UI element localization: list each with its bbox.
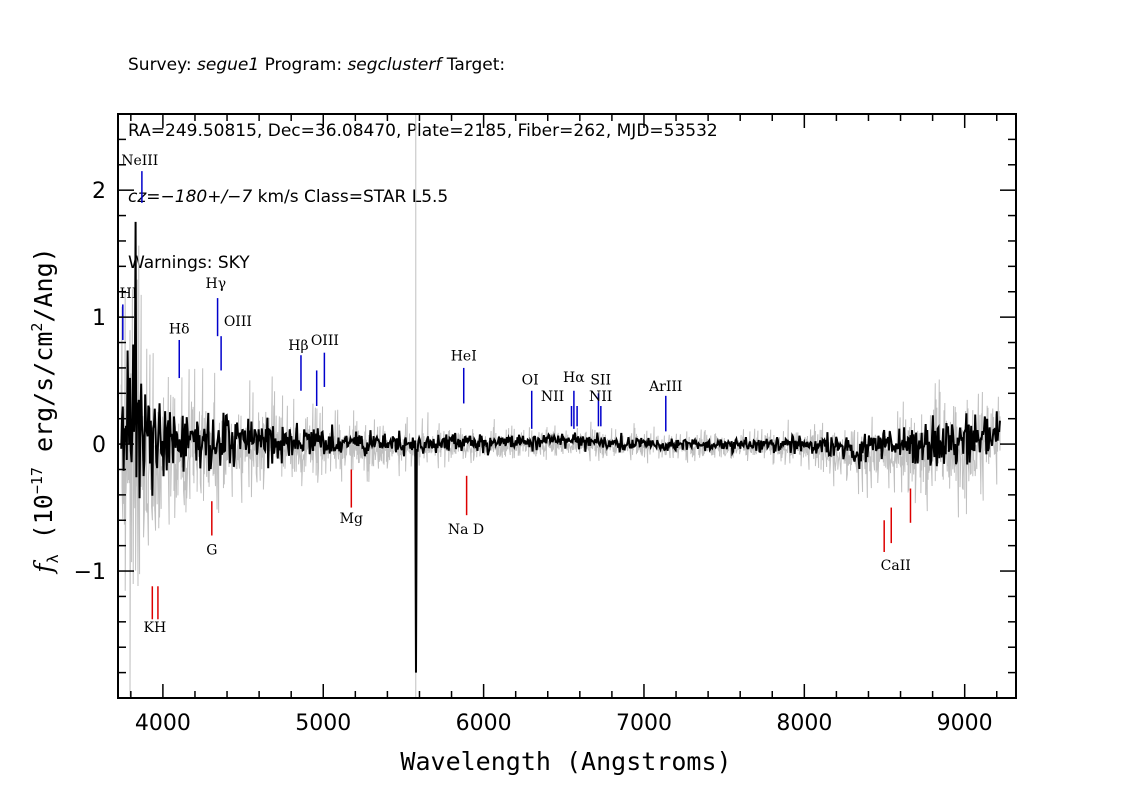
x-tick-label: 6000 <box>456 711 512 736</box>
target-label: Target: <box>441 55 506 75</box>
header-line-coordinates: RA=249.50815, Dec=36.08470, Plate=2185, … <box>128 121 718 141</box>
axis-ticks: 4000 5000 6000 7000 8000 9000 −1 0 1 2 <box>74 113 1016 736</box>
emission-line-label: OIII <box>311 333 339 349</box>
spectrum-header: Survey: segue1 Program: segclusterf Targ… <box>128 10 718 296</box>
x-tick-label: 7000 <box>616 711 672 736</box>
program-label: Program: <box>259 55 348 75</box>
emission-line-label: OIII <box>224 314 252 330</box>
x-tick-label: 9000 <box>937 711 993 736</box>
y-axis-title: fλ (10−17 erg/s/cm2/Ang) <box>28 247 62 574</box>
emission-line-label: OI <box>522 372 539 388</box>
emission-line-label: NII <box>541 389 564 405</box>
emission-line-label: NII <box>589 389 612 405</box>
emission-line-label: HeI <box>451 348 477 364</box>
x-axis-title: Wavelength (Angstroms) <box>400 747 731 776</box>
cz-value: −180+/−7 <box>160 187 253 207</box>
absorption-line-label: G <box>206 543 217 559</box>
header-line-redshift: cz=−180+/−7 km/s Class=STAR L5.5 <box>128 186 718 208</box>
absorption-line-label: KH <box>144 620 167 636</box>
emission-line-label: NeIII <box>121 153 158 169</box>
absorption-line-label: Na D <box>448 522 484 538</box>
cz-rest: km/s Class=STAR L5.5 <box>252 187 449 207</box>
absorption-line-label: CaII <box>881 558 911 574</box>
emission-line-label: ArIII <box>648 379 682 395</box>
header-line-survey: Survey: segue1 Program: segclusterf Targ… <box>128 54 718 76</box>
absorption-line-label: Mg <box>340 511 363 527</box>
y-tick-label: 0 <box>92 433 106 458</box>
cz-label: cz= <box>128 187 161 207</box>
emission-line-label: Hβ <box>288 338 308 354</box>
svg-text:fλ (10−17 erg/s/cm2/Ang): fλ (10−17 erg/s/cm2/Ang) <box>28 247 62 574</box>
y-tick-label: −1 <box>74 560 106 585</box>
program-value: segclusterf <box>347 55 442 75</box>
emission-line-label: Hα <box>563 370 585 386</box>
x-tick-label: 4000 <box>135 711 191 736</box>
flux-series <box>120 221 1001 673</box>
x-tick-label: 5000 <box>295 711 351 736</box>
header-line-warnings: Warnings: SKY <box>128 253 250 273</box>
plot-frame <box>117 113 1017 699</box>
survey-value: segue1 <box>197 55 260 75</box>
error-series <box>120 245 1001 697</box>
emission-line-label: Hγ <box>206 276 227 292</box>
plot-border <box>117 113 1017 699</box>
flux-spectrum <box>120 221 1001 673</box>
emission-line-label: Hδ <box>169 322 190 338</box>
x-tick-label: 8000 <box>776 711 832 736</box>
survey-label: Survey: <box>128 55 198 75</box>
error-envelope <box>120 245 1001 697</box>
emission-line-label: SII <box>590 372 611 388</box>
emission-line-label: HI <box>120 286 138 302</box>
y-tick-label: 1 <box>92 306 106 331</box>
y-tick-label: 2 <box>92 179 106 204</box>
